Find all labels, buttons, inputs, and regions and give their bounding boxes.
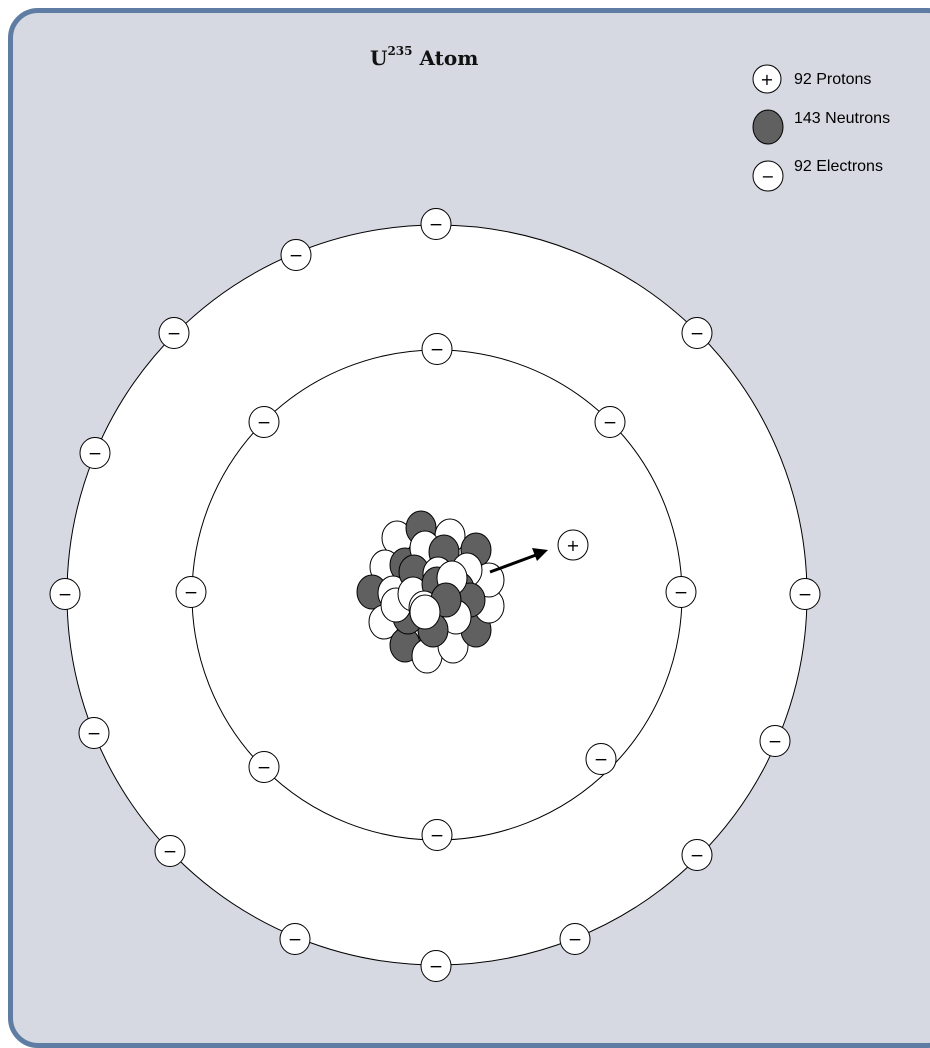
electron: − (594, 406, 626, 438)
electron: − (421, 333, 453, 365)
electron-symbol: − (184, 583, 198, 603)
electron-symbol: − (690, 324, 704, 344)
legend: + 92 Protons 143 Neutrons − 92 Electrons (752, 64, 890, 192)
title-name: Atom (419, 46, 479, 70)
electron: − (681, 317, 713, 349)
electron-symbol: − (594, 750, 608, 770)
electron: − (789, 578, 821, 610)
electron-symbol: − (429, 957, 443, 977)
electron-symbol: − (257, 758, 271, 778)
electron: − (759, 725, 791, 757)
proton (409, 594, 441, 630)
electron-icon (752, 160, 784, 192)
electron-symbol: − (58, 585, 72, 605)
legend-proton-symbol: + (760, 70, 773, 89)
electron-symbol: − (87, 724, 101, 744)
electron: − (280, 239, 312, 271)
electrons: − − − − − − − − − − − − − − − − − − − − − − (49, 208, 821, 982)
electron-symbol: − (163, 842, 177, 862)
emission-arrow (489, 553, 537, 574)
title-mass-number: 235 (387, 44, 413, 59)
diagram-title: U235 Atom (370, 44, 479, 70)
legend-electron-symbol: − (761, 167, 774, 186)
electron-symbol: − (568, 930, 582, 950)
atom-diagram: − − − − − − − − − − − − − − − − − − − − − − + + 92 Protons 14… (49, 64, 890, 982)
electron: − (420, 950, 452, 982)
electron-symbol: − (257, 413, 271, 433)
electron: − (79, 437, 111, 469)
electron: − (681, 839, 713, 871)
electron-symbol: − (430, 340, 444, 360)
proton-icon (752, 64, 782, 94)
legend-protons-label: 92 Protons (794, 71, 871, 88)
electron: − (175, 576, 207, 608)
electron-symbol: − (603, 413, 617, 433)
electron: − (420, 208, 452, 240)
electron: − (665, 576, 697, 608)
title-element: U (370, 46, 388, 70)
electron-symbol: − (690, 846, 704, 866)
electron: − (248, 406, 280, 438)
electron: − (585, 743, 617, 775)
electron: − (248, 751, 280, 783)
emitted-proton-symbol: + (566, 536, 579, 555)
legend-item-protons: + 92 Protons (752, 64, 871, 94)
emitted-proton: + (557, 529, 589, 561)
electron-symbol: − (289, 246, 303, 266)
legend-item-electrons: − 92 Electrons (752, 158, 883, 192)
electron-symbol: − (430, 826, 444, 846)
electron: − (279, 923, 311, 955)
legend-item-neutrons: 143 Neutrons (752, 109, 890, 145)
electron-symbol: − (798, 585, 812, 605)
electron: − (559, 923, 591, 955)
electron-symbol: − (167, 324, 181, 344)
electron-symbol: − (288, 930, 302, 950)
electron-symbol: − (768, 732, 782, 752)
electron-symbol: − (674, 583, 688, 603)
electron: − (49, 578, 81, 610)
electron: − (78, 717, 110, 749)
electron-symbol: − (88, 444, 102, 464)
legend-electrons-label: 92 Electrons (794, 158, 883, 175)
electron: − (158, 317, 190, 349)
legend-neutrons-label: 143 Neutrons (794, 110, 890, 127)
electron: − (421, 819, 453, 851)
electron-symbol: − (429, 215, 443, 235)
neutron-icon (752, 109, 784, 145)
nucleus (356, 510, 505, 674)
arrow-head-icon (532, 548, 548, 561)
electron: − (154, 835, 186, 867)
